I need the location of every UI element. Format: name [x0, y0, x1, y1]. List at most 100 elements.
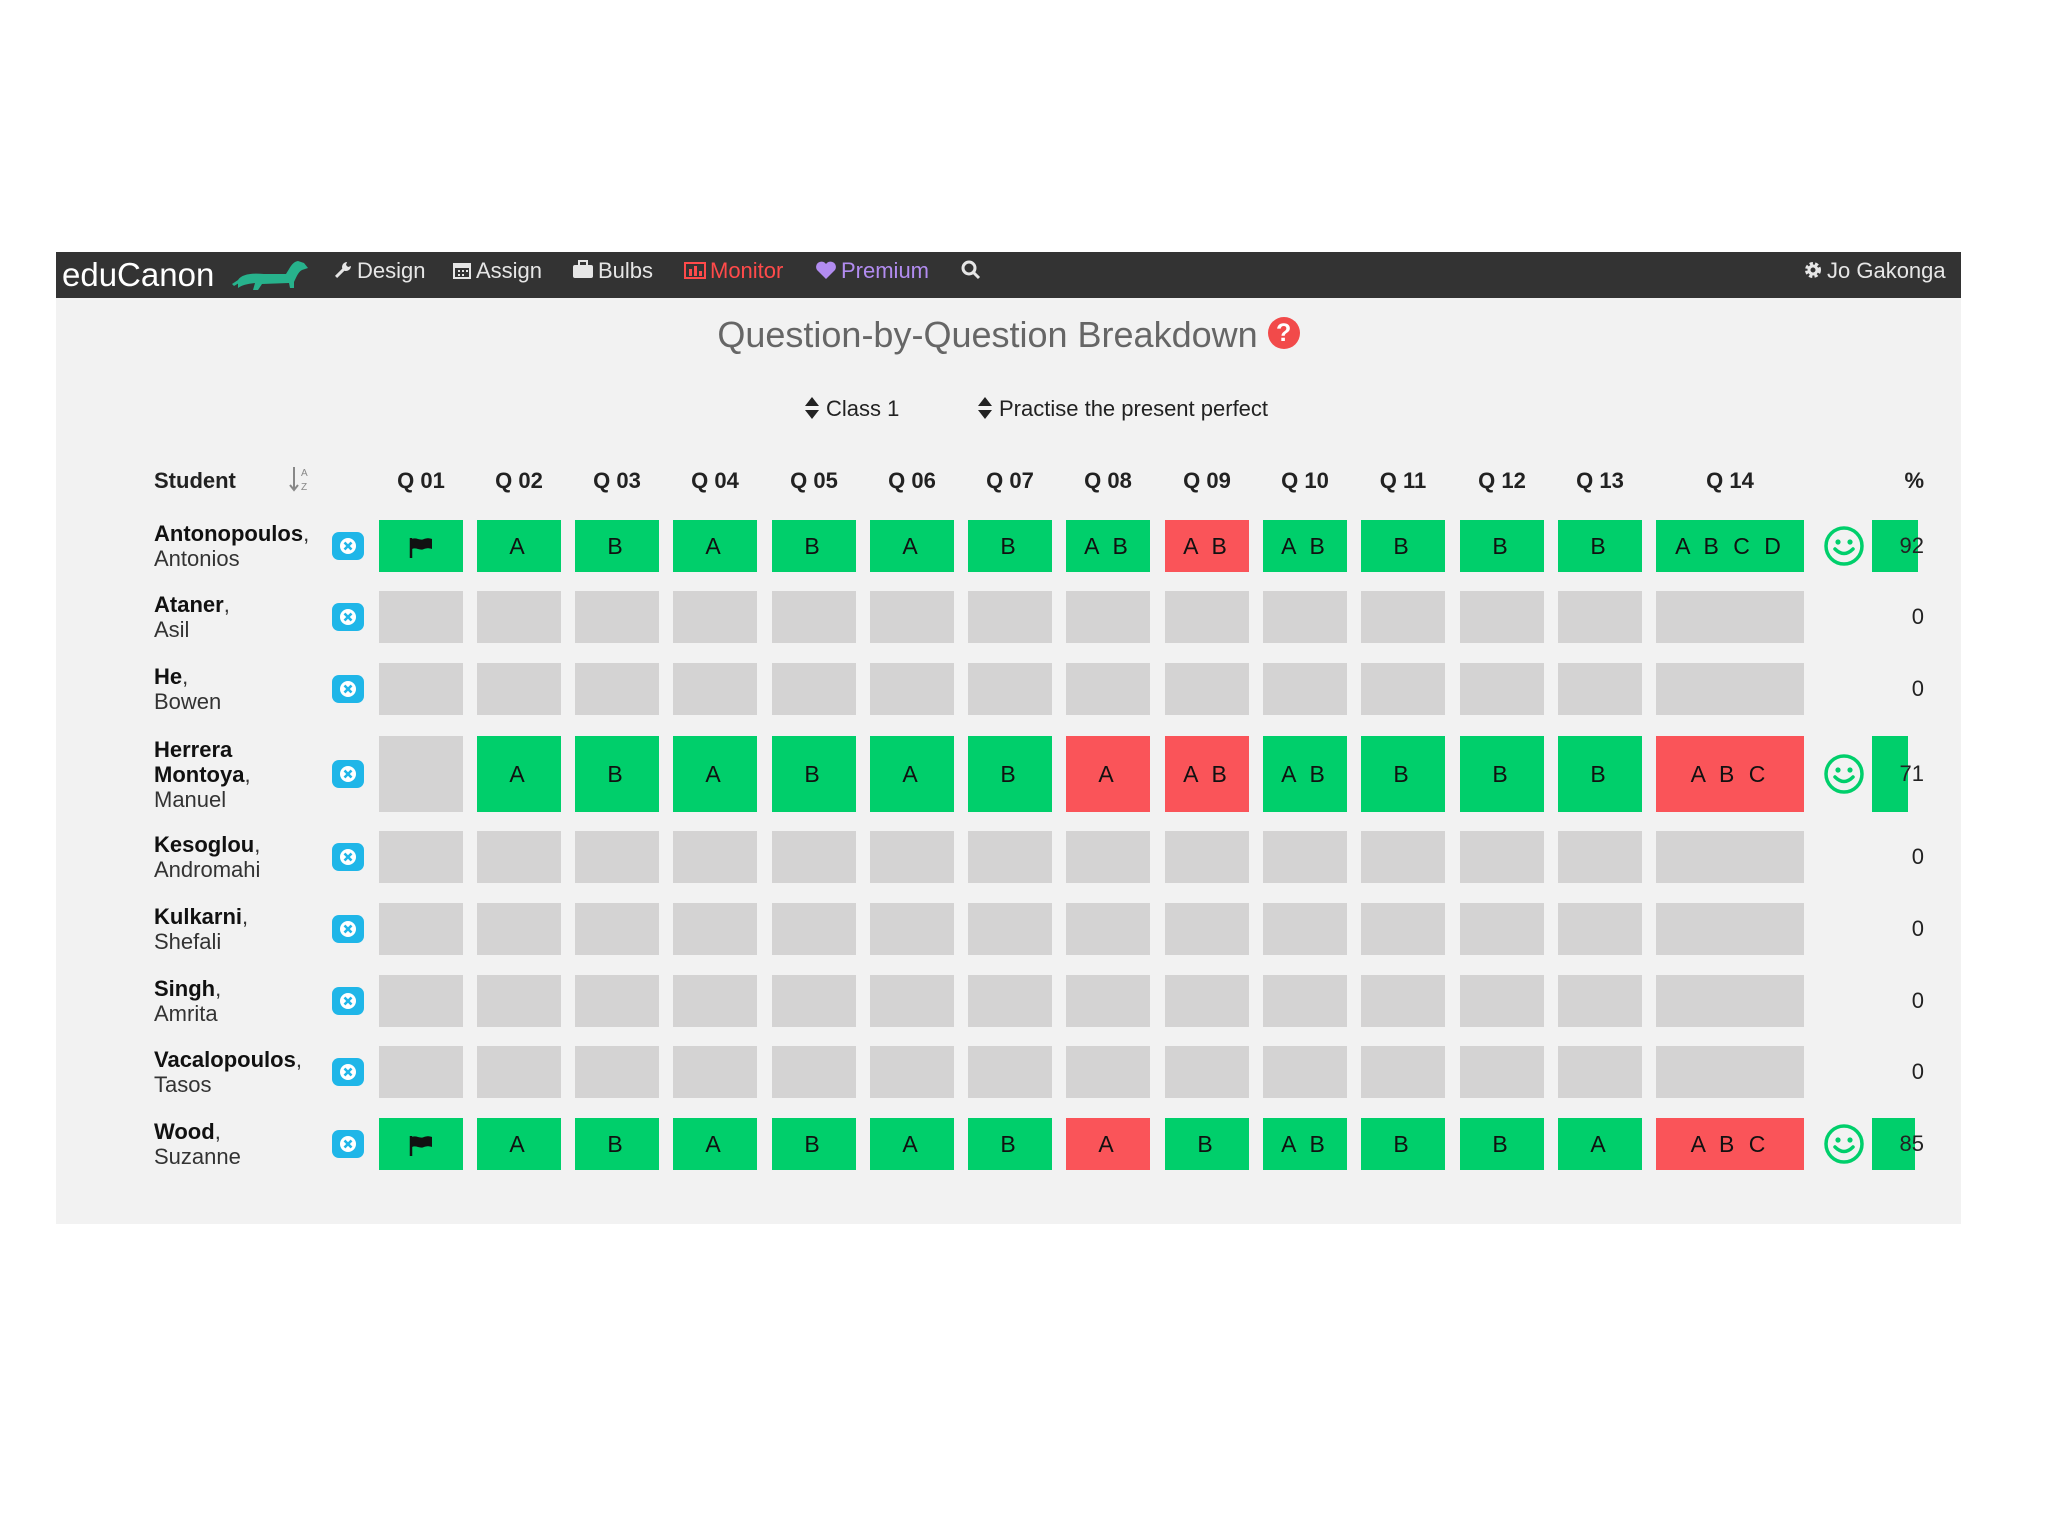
nav-design[interactable]: Design: [333, 252, 425, 298]
answer-cell[interactable]: [1165, 1046, 1249, 1098]
answer-cell[interactable]: [1460, 975, 1544, 1027]
answer-cell[interactable]: A B: [1263, 736, 1347, 812]
answer-cell[interactable]: [1066, 1046, 1150, 1098]
answer-cell[interactable]: [1165, 975, 1249, 1027]
reset-student-button[interactable]: [332, 675, 364, 703]
answer-cell[interactable]: A: [673, 520, 757, 572]
answer-cell[interactable]: [968, 831, 1052, 883]
answer-cell[interactable]: [477, 591, 561, 643]
answer-cell[interactable]: [1558, 1046, 1642, 1098]
answer-cell[interactable]: A: [1066, 736, 1150, 812]
answer-cell[interactable]: [772, 975, 856, 1027]
answer-cell[interactable]: B: [1165, 1118, 1249, 1170]
class-filter[interactable]: Class 1: [804, 396, 899, 422]
answer-cell[interactable]: [673, 663, 757, 715]
answer-cell[interactable]: [575, 975, 659, 1027]
answer-cell[interactable]: [1361, 975, 1445, 1027]
answer-cell[interactable]: [1558, 975, 1642, 1027]
reset-student-button[interactable]: [332, 760, 364, 788]
answer-cell[interactable]: [1656, 663, 1804, 715]
answer-cell[interactable]: [1165, 591, 1249, 643]
answer-cell[interactable]: [1361, 903, 1445, 955]
answer-cell[interactable]: [1066, 663, 1150, 715]
answer-cell[interactable]: [1558, 903, 1642, 955]
answer-cell[interactable]: A: [673, 1118, 757, 1170]
answer-cell[interactable]: [870, 663, 954, 715]
answer-cell[interactable]: [772, 903, 856, 955]
answer-cell[interactable]: [673, 975, 757, 1027]
answer-cell[interactable]: [1656, 1046, 1804, 1098]
answer-cell[interactable]: [1263, 903, 1347, 955]
answer-cell[interactable]: [1066, 903, 1150, 955]
answer-cell[interactable]: A B: [1263, 1118, 1347, 1170]
answer-cell[interactable]: [870, 831, 954, 883]
answer-cell[interactable]: [1263, 831, 1347, 883]
reset-student-button[interactable]: [332, 532, 364, 560]
answer-cell[interactable]: [870, 1046, 954, 1098]
answer-cell[interactable]: B: [968, 736, 1052, 812]
answer-cell[interactable]: A: [477, 1118, 561, 1170]
answer-cell[interactable]: [575, 831, 659, 883]
answer-cell[interactable]: [379, 520, 463, 572]
answer-cell[interactable]: B: [772, 520, 856, 572]
answer-cell[interactable]: [575, 1046, 659, 1098]
answer-cell[interactable]: [575, 591, 659, 643]
answer-cell[interactable]: [477, 975, 561, 1027]
answer-cell[interactable]: [1263, 663, 1347, 715]
answer-cell[interactable]: [1460, 663, 1544, 715]
user-menu[interactable]: Jo Gakonga: [1803, 252, 1946, 298]
reset-student-button[interactable]: [332, 987, 364, 1015]
answer-cell[interactable]: [772, 831, 856, 883]
answer-cell[interactable]: [1460, 831, 1544, 883]
answer-cell[interactable]: B: [1460, 1118, 1544, 1170]
nav-premium[interactable]: Premium: [815, 252, 929, 298]
answer-cell[interactable]: [1460, 903, 1544, 955]
answer-cell[interactable]: [968, 975, 1052, 1027]
answer-cell[interactable]: B: [1558, 520, 1642, 572]
answer-cell[interactable]: A: [1558, 1118, 1642, 1170]
answer-cell[interactable]: [968, 591, 1052, 643]
answer-cell[interactable]: [1066, 975, 1150, 1027]
answer-cell[interactable]: A: [870, 520, 954, 572]
answer-cell[interactable]: [1656, 975, 1804, 1027]
answer-cell[interactable]: [477, 1046, 561, 1098]
answer-cell[interactable]: B: [575, 520, 659, 572]
answer-cell[interactable]: [1460, 1046, 1544, 1098]
answer-cell[interactable]: [1460, 591, 1544, 643]
answer-cell[interactable]: [477, 663, 561, 715]
answer-cell[interactable]: [1263, 1046, 1347, 1098]
answer-cell[interactable]: [477, 831, 561, 883]
answer-cell[interactable]: [1361, 663, 1445, 715]
answer-cell[interactable]: [575, 903, 659, 955]
answer-cell[interactable]: [379, 831, 463, 883]
answer-cell[interactable]: [673, 903, 757, 955]
answer-cell[interactable]: [870, 591, 954, 643]
answer-cell[interactable]: [1066, 591, 1150, 643]
answer-cell[interactable]: B: [1460, 520, 1544, 572]
search-button[interactable]: [960, 252, 986, 298]
answer-cell[interactable]: [1165, 831, 1249, 883]
answer-cell[interactable]: B: [1361, 1118, 1445, 1170]
answer-cell[interactable]: A: [477, 736, 561, 812]
brand-logo[interactable]: eduCanon: [62, 256, 215, 293]
help-icon[interactable]: ?: [1267, 317, 1300, 350]
answer-cell[interactable]: B: [1558, 736, 1642, 812]
assignment-filter[interactable]: Practise the present perfect: [977, 396, 1268, 422]
answer-cell[interactable]: A: [477, 520, 561, 572]
nav-bulbs[interactable]: Bulbs: [572, 252, 653, 298]
answer-cell[interactable]: [1656, 591, 1804, 643]
answer-cell[interactable]: [1165, 903, 1249, 955]
answer-cell[interactable]: [968, 1046, 1052, 1098]
answer-cell[interactable]: [968, 663, 1052, 715]
answer-cell[interactable]: [673, 831, 757, 883]
answer-cell[interactable]: A B C D: [1656, 520, 1804, 572]
answer-cell[interactable]: A B: [1066, 520, 1150, 572]
answer-cell[interactable]: B: [1361, 520, 1445, 572]
reset-student-button[interactable]: [332, 1058, 364, 1086]
nav-monitor[interactable]: Monitor: [684, 252, 783, 298]
answer-cell[interactable]: B: [1460, 736, 1544, 812]
answer-cell[interactable]: [870, 975, 954, 1027]
answer-cell[interactable]: A: [673, 736, 757, 812]
answer-cell[interactable]: [1656, 903, 1804, 955]
answer-cell[interactable]: [379, 736, 463, 812]
